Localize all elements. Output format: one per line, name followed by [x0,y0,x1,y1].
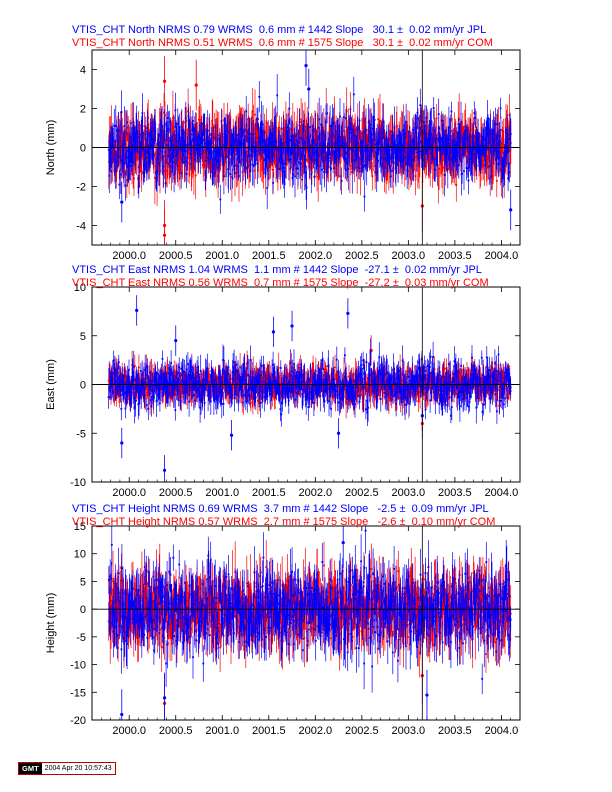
east-ytick-label: 10 [74,282,86,294]
north-jpl-error-bars [108,74,512,214]
north-title-com: VTIS_CHT North NRMS 0.51 WRMS 0.6 mm # 1… [72,37,493,49]
height-ytick-label: -15 [70,687,86,699]
north-xtick-label: 2003.5 [438,250,472,262]
north-jpl-points [107,93,512,201]
east-jpl-outlier-point [135,308,139,312]
height-ytick-label: -20 [70,715,86,727]
east-xtick-label: 2000.5 [159,487,193,499]
height-ytick-label: 5 [80,576,86,588]
north-ytick-label: -2 [76,182,86,194]
north-jpl-outlier-point [307,87,311,91]
north-ylabel: North (mm) [45,120,57,176]
height-jpl-outlier-point [162,696,167,700]
height-jpl-outlier-point [425,693,429,697]
height-xtick-label: 2004.0 [485,725,519,737]
east-ytick-label: -5 [76,428,86,440]
east-xtick-label: 2000.0 [112,487,146,499]
east-jpl-points [107,351,512,417]
height-xtick-label: 2003.5 [438,725,472,737]
north-xtick-label: 2003.0 [392,250,426,262]
height-title-jpl: VTIS_CHT Height NRMS 0.69 WRMS 3.7 mm # … [72,503,489,515]
height-ytick-label: 0 [80,604,86,616]
east-jpl-outlier-point [174,339,178,343]
east-xtick-label: 2003.5 [438,487,472,499]
north-com-outlier-point [162,79,167,83]
height-xtick-label: 2002.5 [345,725,379,737]
east-xtick-label: 2001.5 [252,487,286,499]
height-xtick-label: 2001.0 [205,725,239,737]
east-jpl-outlier-point [336,431,341,435]
height-xtick-label: 2003.0 [392,725,426,737]
east-jpl-outlier-point [271,330,276,334]
north-series-jpl [107,50,513,231]
north-data [107,50,513,245]
north-com-outlier-point [162,223,167,228]
north-ytick-label: 2 [80,104,86,116]
height-data [107,526,512,720]
north-xtick-label: 2002.5 [345,250,379,262]
east-jpl-outlier-point [346,311,350,315]
east-xtick-label: 2003.0 [392,487,426,499]
height-xtick-label: 2000.5 [159,725,193,737]
north-jpl-outlier-point [509,208,513,212]
east-title-com: VTIS_CHT East NRMS 0.56 WRMS 0.7 mm # 15… [72,277,489,289]
gmt-timestamp-stamp: GMT 2004 Apr 20 10:57:43 [18,762,116,775]
height-ytick-label: 15 [74,521,86,533]
north-title-jpl: VTIS_CHT North NRMS 0.79 WRMS 0.6 mm # 1… [72,24,487,36]
north-xtick-label: 2001.0 [205,250,239,262]
height-jpl-outlier-point [341,541,345,545]
height-xtick-label: 2000.0 [112,725,146,737]
height-ytick-label: -10 [70,660,86,672]
east-xtick-label: 2004.0 [485,487,519,499]
east-jpl-outlier-point [162,468,167,472]
east-xtick-label: 2002.5 [345,487,379,499]
north-xtick-label: 2004.0 [485,250,519,262]
east-jpl-outlier-point [229,433,234,437]
east-xtick-label: 2001.0 [205,487,239,499]
height-title-com: VTIS_CHT Height NRMS 0.57 WRMS 2.7 mm # … [72,516,496,528]
height-xtick-label: 2002.0 [298,725,332,737]
height-panel: 2000.0 2000.5 2001.0 2001.5 2002.0 2002.5 2003… [45,521,521,737]
east-title-jpl: VTIS_CHT East NRMS 1.04 WRMS 1.1 mm # 14… [72,264,482,276]
east-data [107,295,512,482]
north-xtick-label: 2002.0 [298,250,332,262]
north-xtick-label: 2000.5 [159,250,193,262]
east-panel: 2000.0 2000.5 2001.0 2001.5 2002.0 2002.5 2003… [45,282,521,499]
east-ytick-label: 0 [80,380,86,392]
east-ytick-label: -10 [70,477,86,489]
height-ylabel: Height (mm) [45,593,57,654]
north-jpl-outlier-point [304,64,308,68]
north-panel: 2000.0 2000.5 2001.0 2001.5 2002.0 2002.5 2003… [45,49,521,262]
north-ytick-label: 4 [80,65,86,77]
east-series-jpl [107,295,512,482]
height-xtick-label: 2001.5 [252,725,286,737]
north-ytick-label: 0 [80,143,86,155]
timestamp: 2004 Apr 20 10:57:43 [41,763,115,774]
height-ytick-label: -5 [76,632,86,644]
east-ytick-label: 5 [80,331,86,343]
height-jpl-outlier-point [120,712,124,717]
height-ytick-label: 10 [74,549,86,561]
north-com-outlier-point [194,83,198,87]
east-ylabel: East (mm) [45,359,57,410]
north-xtick-label: 2001.5 [252,250,286,262]
east-jpl-outlier-point [290,324,294,328]
north-xtick-label: 2000.0 [112,250,146,262]
north-jpl-outlier-point [120,200,124,204]
east-xtick-label: 2002.0 [298,487,332,499]
north-ytick-label: -4 [76,221,86,233]
gmt-logo: GMT [19,763,42,774]
east-jpl-outlier-point [120,441,124,445]
height-series-jpl [107,526,512,720]
